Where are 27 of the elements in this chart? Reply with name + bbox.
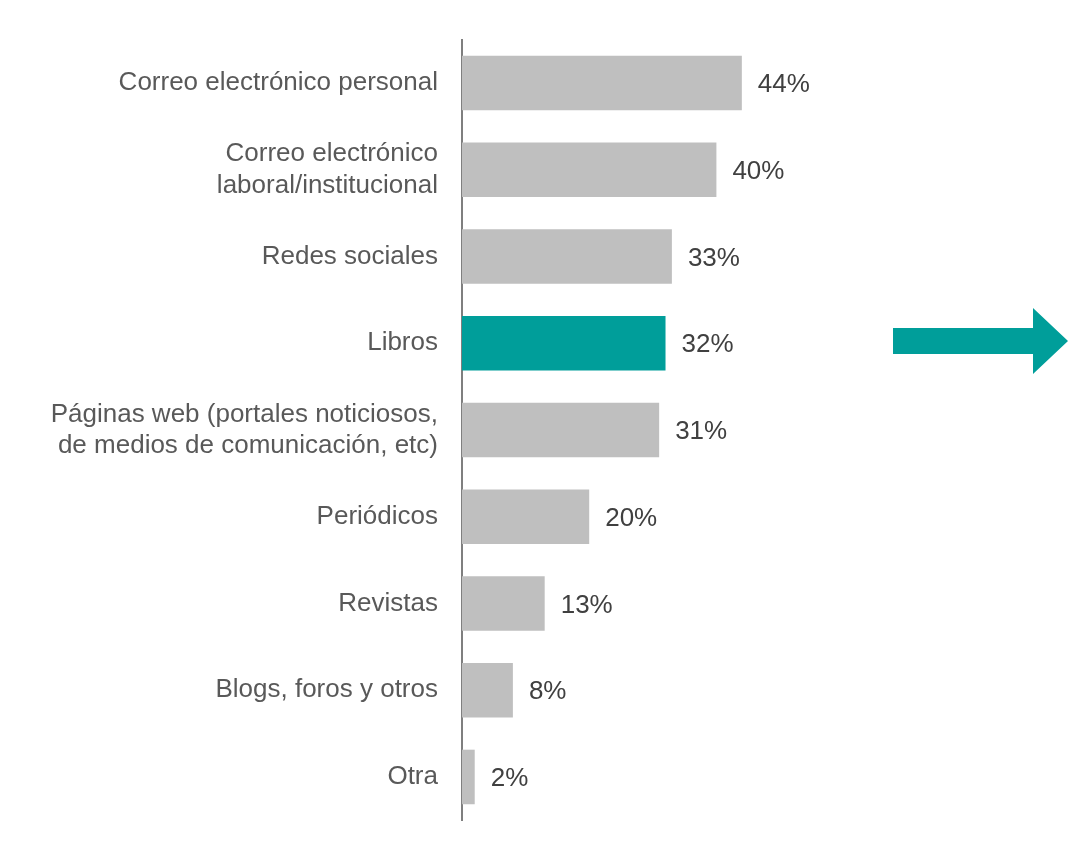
- data-label: 8%: [528, 675, 567, 706]
- bar: [462, 489, 590, 545]
- y-tick-label: Páginas web (portales noticiosos, de medios de comunicación, etc): [50, 397, 438, 459]
- data-label: 20%: [605, 501, 658, 532]
- data-label: 2%: [490, 762, 529, 793]
- bar: [462, 142, 717, 198]
- bar: [462, 576, 545, 631]
- y-tick-label: Libros: [367, 326, 438, 357]
- data-label: 13%: [560, 588, 613, 619]
- bar: [462, 749, 475, 805]
- data-label: 40%: [732, 154, 785, 185]
- y-tick-label: Correo electrónico laboral/institucional: [216, 137, 438, 199]
- bar: [462, 402, 660, 458]
- data-label: 32%: [681, 328, 734, 359]
- y-tick-label: Redes sociales: [261, 239, 438, 270]
- y-tick-label: Revistas: [338, 586, 438, 617]
- bar: [462, 662, 513, 718]
- data-label: 31%: [675, 415, 728, 446]
- bar: [462, 315, 666, 371]
- bar: [462, 229, 672, 284]
- bar: [462, 55, 742, 111]
- y-tick-label: Correo electrónico personal: [118, 66, 438, 97]
- data-label: 44%: [757, 68, 810, 99]
- data-label: 33%: [687, 241, 740, 272]
- y-tick-label: Otra: [387, 760, 439, 791]
- y-tick-label: Periódicos: [316, 499, 438, 530]
- y-tick-label: Blogs, foros y otros: [215, 673, 438, 704]
